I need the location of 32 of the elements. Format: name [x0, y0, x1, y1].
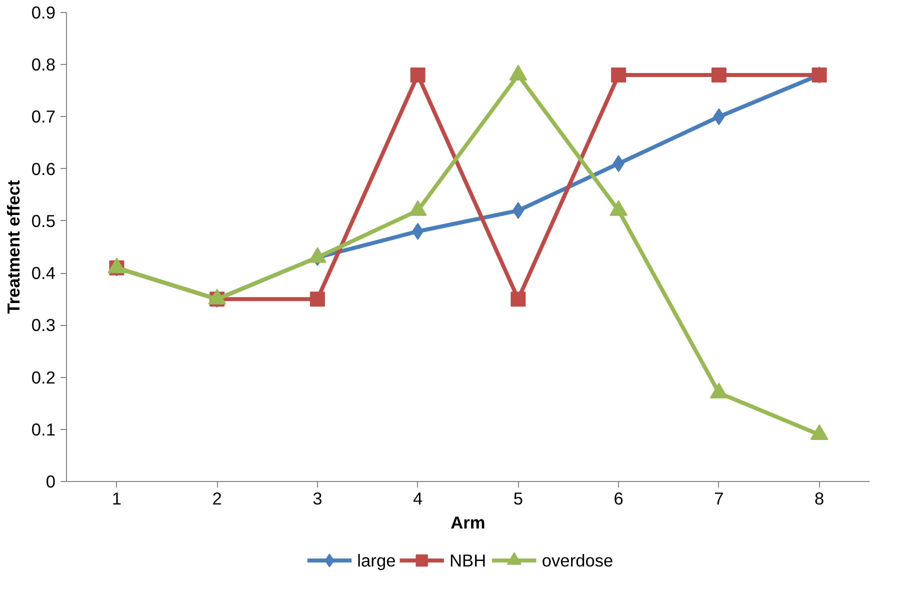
legend-label: NBH — [450, 550, 486, 570]
point — [510, 292, 526, 307]
x-tick-label: 6 — [614, 488, 624, 508]
x-tick-label: 3 — [312, 488, 322, 508]
point — [412, 222, 424, 240]
x-axis-title: Arm — [450, 512, 486, 532]
y-axis-title: Treatment effect — [3, 180, 24, 314]
y-tick-label: 0.9 — [31, 2, 56, 22]
y-tick-label: 0.5 — [31, 210, 56, 231]
x-tick-label: 8 — [814, 488, 824, 508]
point — [310, 292, 325, 307]
y-tick-label: 0.8 — [31, 54, 56, 75]
legend-label: overdose — [542, 550, 614, 570]
y-tick-label: 0.1 — [31, 419, 56, 440]
legend-label: large — [357, 550, 396, 570]
y-tick-label: 0.3 — [31, 315, 56, 336]
y-tick-label: 0 — [46, 472, 56, 492]
x-tick-label: 5 — [513, 488, 524, 508]
y-tick-label: 0.6 — [31, 158, 56, 179]
point — [710, 382, 728, 398]
x-tick-label: 2 — [212, 488, 222, 508]
y-tick-label: 0.4 — [31, 263, 56, 284]
y-tick-label: 0.7 — [31, 106, 56, 127]
point — [810, 424, 828, 440]
point — [611, 68, 626, 83]
y-tick-label: 0.2 — [31, 367, 56, 388]
x-tick-label: 4 — [412, 488, 423, 508]
point — [410, 68, 426, 83]
x-tick-label: 7 — [714, 488, 724, 508]
point — [711, 68, 726, 83]
point — [512, 202, 524, 220]
x-tick-label: 1 — [112, 488, 122, 508]
